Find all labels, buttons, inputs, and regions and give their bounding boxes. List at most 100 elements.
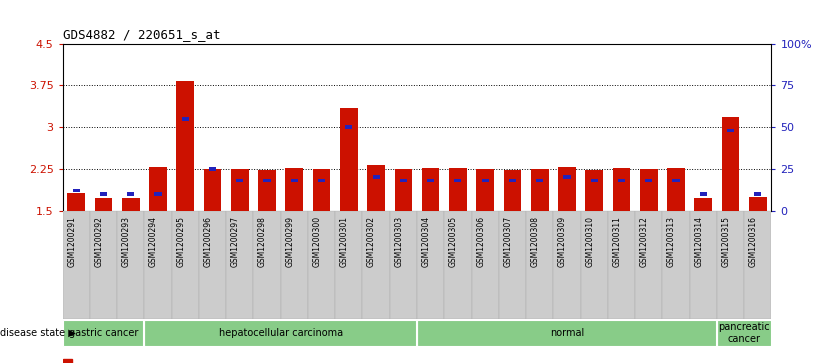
- Bar: [455, 179, 461, 182]
- Bar: [553, 211, 580, 319]
- Text: pancreatic
cancer: pancreatic cancer: [718, 322, 770, 344]
- Bar: [585, 171, 603, 211]
- Bar: [646, 179, 652, 182]
- Bar: [445, 211, 471, 319]
- Bar: [373, 175, 379, 179]
- Text: GSM1200315: GSM1200315: [721, 216, 731, 267]
- Bar: [526, 211, 553, 319]
- Bar: [672, 179, 680, 182]
- Text: GSM1200310: GSM1200310: [585, 216, 594, 267]
- Bar: [640, 169, 658, 211]
- Text: GSM1200296: GSM1200296: [203, 216, 213, 267]
- Bar: [313, 169, 330, 211]
- Bar: [700, 192, 707, 196]
- Bar: [182, 117, 188, 121]
- Bar: [144, 320, 417, 346]
- Bar: [754, 192, 761, 196]
- Text: GSM1200316: GSM1200316: [749, 216, 758, 267]
- Bar: [281, 211, 308, 319]
- Bar: [198, 211, 226, 319]
- Bar: [259, 171, 276, 211]
- Text: GSM1200299: GSM1200299: [285, 216, 294, 267]
- Text: normal: normal: [550, 328, 584, 338]
- Bar: [367, 165, 385, 211]
- Bar: [90, 211, 117, 319]
- Bar: [340, 107, 358, 211]
- Bar: [695, 198, 712, 211]
- Text: GSM1200311: GSM1200311: [612, 216, 621, 267]
- Bar: [236, 179, 244, 182]
- Bar: [690, 211, 717, 319]
- Bar: [536, 179, 543, 182]
- Bar: [727, 129, 734, 132]
- Bar: [618, 179, 625, 182]
- Bar: [363, 211, 389, 319]
- Text: GSM1200291: GSM1200291: [68, 216, 76, 267]
- Text: GSM1200306: GSM1200306: [476, 216, 485, 267]
- Text: hepatocellular carcinoma: hepatocellular carcinoma: [219, 328, 343, 338]
- Bar: [721, 117, 740, 211]
- Bar: [564, 175, 570, 179]
- Bar: [399, 179, 407, 182]
- Bar: [608, 211, 636, 319]
- Bar: [68, 193, 85, 211]
- Bar: [613, 168, 631, 211]
- Bar: [172, 211, 198, 319]
- Bar: [117, 211, 144, 319]
- Text: GSM1200313: GSM1200313: [667, 216, 676, 267]
- Bar: [254, 211, 281, 319]
- Bar: [291, 179, 298, 182]
- Bar: [226, 211, 254, 319]
- Bar: [122, 198, 139, 211]
- Bar: [389, 211, 417, 319]
- Bar: [471, 211, 499, 319]
- Bar: [427, 179, 435, 182]
- Text: GSM1200303: GSM1200303: [394, 216, 404, 267]
- Text: GSM1200292: GSM1200292: [94, 216, 103, 267]
- Bar: [580, 211, 608, 319]
- Bar: [94, 198, 113, 211]
- Bar: [63, 211, 90, 319]
- Bar: [127, 192, 134, 196]
- Bar: [662, 211, 690, 319]
- Text: GSM1200302: GSM1200302: [367, 216, 376, 267]
- Text: GSM1200308: GSM1200308: [530, 216, 540, 267]
- Bar: [285, 168, 304, 211]
- Bar: [717, 211, 744, 319]
- Bar: [318, 179, 325, 182]
- Text: GSM1200314: GSM1200314: [694, 216, 703, 267]
- Bar: [308, 211, 335, 319]
- Bar: [394, 169, 412, 211]
- Bar: [231, 169, 249, 211]
- Text: disease state ▶: disease state ▶: [0, 328, 76, 338]
- Bar: [590, 179, 598, 182]
- Text: GDS4882 / 220651_s_at: GDS4882 / 220651_s_at: [63, 28, 220, 41]
- Bar: [176, 81, 194, 211]
- Bar: [417, 211, 445, 319]
- Bar: [73, 189, 80, 192]
- Text: GSM1200312: GSM1200312: [640, 216, 649, 267]
- Bar: [530, 169, 549, 211]
- Bar: [63, 359, 72, 363]
- Bar: [345, 125, 353, 129]
- Bar: [744, 211, 771, 319]
- Bar: [422, 168, 440, 211]
- Bar: [144, 211, 172, 319]
- Bar: [417, 320, 717, 346]
- Text: GSM1200300: GSM1200300: [313, 216, 322, 267]
- Bar: [558, 167, 575, 211]
- Text: GSM1200298: GSM1200298: [258, 216, 267, 267]
- Bar: [100, 192, 107, 196]
- Text: GSM1200301: GSM1200301: [339, 216, 349, 267]
- Bar: [749, 197, 766, 211]
- Bar: [149, 167, 167, 211]
- Text: GSM1200305: GSM1200305: [449, 216, 458, 267]
- Bar: [667, 168, 685, 211]
- Bar: [203, 169, 221, 211]
- Bar: [154, 192, 162, 196]
- Bar: [499, 211, 526, 319]
- Bar: [476, 169, 494, 211]
- Bar: [636, 211, 662, 319]
- Bar: [717, 320, 771, 346]
- Text: GSM1200307: GSM1200307: [504, 216, 512, 267]
